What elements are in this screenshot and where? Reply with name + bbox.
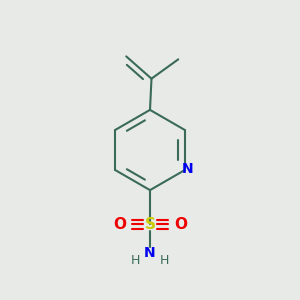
Text: H: H xyxy=(130,254,140,267)
Text: N: N xyxy=(181,163,193,176)
Text: O: O xyxy=(113,217,126,232)
Text: O: O xyxy=(174,217,187,232)
Text: S: S xyxy=(145,217,155,232)
Text: H: H xyxy=(160,254,170,267)
Text: N: N xyxy=(144,245,156,260)
